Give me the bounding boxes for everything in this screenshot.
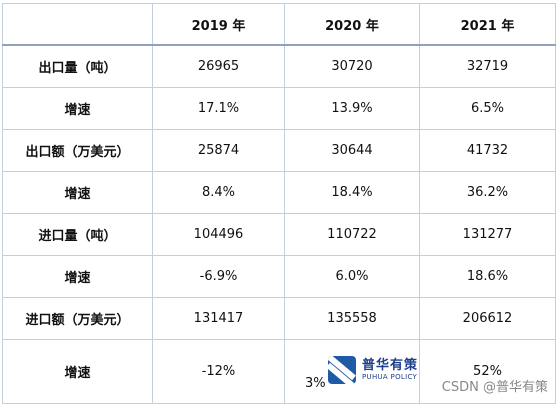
partial-growth-value: 3% xyxy=(305,376,326,391)
table-cell: 13.9% xyxy=(284,86,420,130)
table-cell: 52% xyxy=(419,338,556,404)
puhua-logo-icon xyxy=(328,356,356,384)
trade-data-table: 2019 年 2020 年 2021 年 出口量（吨） 26965 30720 … xyxy=(2,3,556,404)
table-cell: 30720 xyxy=(284,44,420,88)
logo-name-en: PUHUA POLICY xyxy=(362,373,418,381)
table-cell: -12% xyxy=(152,338,285,404)
table-row: 出口量（吨） 26965 30720 32719 xyxy=(2,44,556,88)
row-label-export-value: 出口额（万美元） xyxy=(2,128,153,172)
row-label-import-value: 进口额（万美元） xyxy=(2,296,153,340)
logo-name-cn: 普华有策 xyxy=(362,358,419,373)
header-corner xyxy=(2,3,153,46)
row-label-growth: 增速 xyxy=(2,170,153,214)
puhua-logo: 普华有策 PUHUA POLICY xyxy=(328,355,418,385)
table-cell: 30644 xyxy=(284,128,420,172)
table-row: 增速 -12% 52% xyxy=(2,338,556,404)
table-cell: 104496 xyxy=(152,212,285,256)
table-cell: 206612 xyxy=(419,296,556,340)
row-label-export-volume: 出口量（吨） xyxy=(2,44,153,88)
table-row: 增速 8.4% 18.4% 36.2% xyxy=(2,170,556,214)
table-cell: 6.0% xyxy=(284,254,420,298)
table-cell: 6.5% xyxy=(419,86,556,130)
logo-text: 普华有策 PUHUA POLICY xyxy=(362,359,418,381)
table-cell: 26965 xyxy=(152,44,285,88)
table-row: 出口额（万美元） 25874 30644 41732 xyxy=(2,128,556,172)
table-cell: 8.4% xyxy=(152,170,285,214)
table-cell: 131417 xyxy=(152,296,285,340)
table-row: 进口量（吨） 104496 110722 131277 xyxy=(2,212,556,256)
table-row: 进口额（万美元） 131417 135558 206612 xyxy=(2,296,556,340)
row-label-growth: 增速 xyxy=(2,338,153,404)
table-cell: 25874 xyxy=(152,128,285,172)
header-2020: 2020 年 xyxy=(284,3,420,46)
data-table-container: 2019 年 2020 年 2021 年 出口量（吨） 26965 30720 … xyxy=(2,3,556,404)
csdn-watermark: CSDN @普华有策 xyxy=(441,380,548,395)
table-cell: 110722 xyxy=(284,212,420,256)
table-row: 增速 -6.9% 6.0% 18.6% xyxy=(2,254,556,298)
table-cell: 41732 xyxy=(419,128,556,172)
table-cell: 18.4% xyxy=(284,170,420,214)
table-header-row: 2019 年 2020 年 2021 年 xyxy=(2,3,556,46)
row-label-import-volume: 进口量（吨） xyxy=(2,212,153,256)
table-cell: 36.2% xyxy=(419,170,556,214)
row-label-growth: 增速 xyxy=(2,254,153,298)
header-2019: 2019 年 xyxy=(152,3,285,46)
table-cell: 131277 xyxy=(419,212,556,256)
table-cell: 17.1% xyxy=(152,86,285,130)
table-cell: 32719 xyxy=(419,44,556,88)
header-2021: 2021 年 xyxy=(419,3,556,46)
table-row: 增速 17.1% 13.9% 6.5% xyxy=(2,86,556,130)
table-cell: 135558 xyxy=(284,296,420,340)
table-cell: 18.6% xyxy=(419,254,556,298)
table-cell: -6.9% xyxy=(152,254,285,298)
row-label-growth: 增速 xyxy=(2,86,153,130)
